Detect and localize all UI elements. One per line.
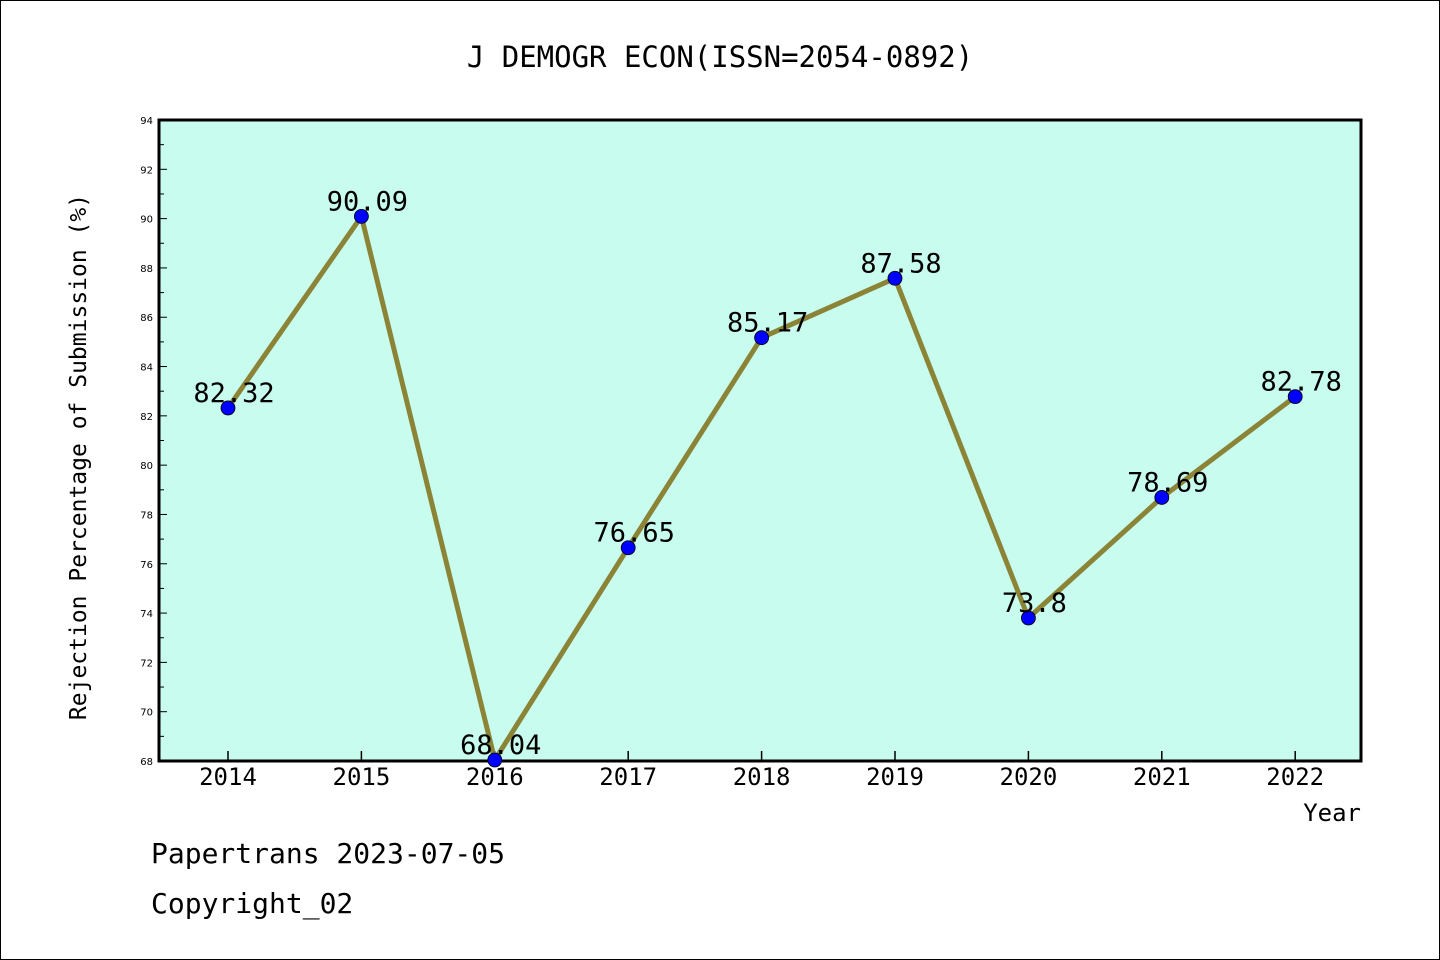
data-point bbox=[353, 208, 369, 224]
data-point bbox=[754, 330, 769, 346]
x-tick-label: 2017 bbox=[599, 763, 657, 791]
y-tick-label: 94 bbox=[140, 116, 153, 127]
x-tick-label: 2022 bbox=[1266, 763, 1324, 791]
y-axis: 68 70 72 74 76 78 80 82 84 86 88 90 92 94 bbox=[140, 116, 167, 768]
data-label: 85.17 bbox=[727, 308, 808, 339]
data-label: 90.09 bbox=[327, 186, 408, 217]
x-axis: 2014 2015 2016 2017 2018 2019 2020 2021 2022 bbox=[199, 751, 1324, 791]
y-tick-label: 78 bbox=[140, 510, 153, 521]
y-axis-label: Rejection Percentage of Submission (%) bbox=[66, 194, 92, 720]
x-tick-label: 2021 bbox=[1133, 763, 1191, 791]
data-point bbox=[1287, 389, 1303, 405]
x-tick-label: 2014 bbox=[199, 763, 257, 791]
data-label: 68.04 bbox=[460, 730, 541, 761]
x-tick-label: 2020 bbox=[1000, 763, 1058, 791]
y-tick-label: 82 bbox=[140, 412, 153, 423]
data-point bbox=[620, 540, 636, 556]
y-tick-label: 68 bbox=[140, 757, 153, 768]
y-tick-label: 70 bbox=[140, 708, 153, 719]
footer-copyright: Copyright_02 bbox=[151, 887, 354, 920]
data-label: 82.78 bbox=[1261, 367, 1342, 398]
x-axis-label: Year bbox=[1303, 799, 1361, 827]
data-label: 76.65 bbox=[594, 518, 675, 549]
data-labels: 82.32 90.09 68.04 76.65 85.17 87.58 73.8 78.69 8… bbox=[193, 186, 1341, 761]
y-tick-label: 92 bbox=[140, 165, 153, 176]
data-point bbox=[1154, 490, 1170, 505]
x-tick-label: 2019 bbox=[866, 763, 924, 791]
data-label: 73.8 bbox=[1002, 588, 1067, 619]
x-tick-label: 2015 bbox=[333, 763, 391, 791]
y-tick-label: 90 bbox=[140, 215, 153, 226]
y-tick-label: 84 bbox=[140, 363, 153, 374]
x-tick-label: 2016 bbox=[466, 763, 524, 791]
y-tick-label: 74 bbox=[140, 609, 153, 620]
data-point bbox=[487, 752, 503, 768]
y-tick-label: 88 bbox=[140, 264, 153, 275]
chart-title: J DEMOGR ECON(ISSN=2054-0892) bbox=[467, 40, 973, 74]
data-label: 78.69 bbox=[1127, 467, 1208, 498]
data-point bbox=[1021, 610, 1036, 626]
y-tick-label: 72 bbox=[140, 658, 153, 669]
y-tick-label: 76 bbox=[140, 560, 153, 571]
x-tick-label: 2018 bbox=[733, 763, 791, 791]
data-point bbox=[887, 270, 903, 286]
y-tick-label: 86 bbox=[140, 313, 153, 324]
footer-date: Papertrans 2023-07-05 bbox=[151, 837, 506, 870]
data-markers bbox=[220, 208, 1303, 768]
data-label: 82.32 bbox=[193, 378, 274, 409]
plot-area bbox=[157, 118, 1363, 763]
data-label: 87.58 bbox=[860, 248, 941, 279]
y-tick-label: 80 bbox=[140, 461, 153, 472]
data-point bbox=[220, 400, 236, 416]
